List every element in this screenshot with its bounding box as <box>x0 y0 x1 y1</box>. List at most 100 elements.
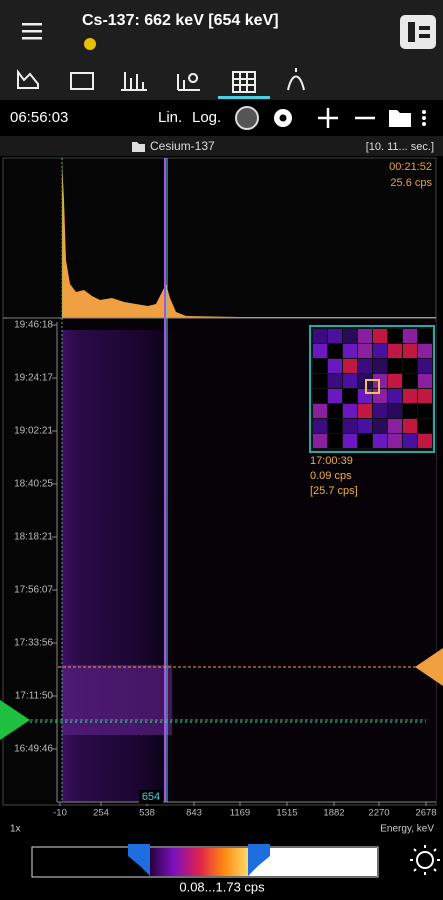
x-tick-label: -10 <box>53 808 67 819</box>
x-tick-label: 254 <box>93 808 109 819</box>
log-button[interactable]: Log. <box>192 109 221 126</box>
inset-cell <box>403 344 417 358</box>
marker-bg <box>139 790 163 804</box>
inset-cell <box>313 359 327 373</box>
inset-cell <box>358 404 372 418</box>
inset-cell <box>313 434 327 448</box>
inset-cell <box>358 344 372 358</box>
tab-table[interactable] <box>70 72 94 90</box>
inset-cell <box>373 329 387 343</box>
inset-cell <box>373 344 387 358</box>
inset-cell <box>328 344 342 358</box>
title: Cs-137: 662 keV [654 keV] <box>82 12 279 29</box>
x-tick-label: 1882 <box>323 808 344 819</box>
record-button[interactable] <box>235 106 259 130</box>
inset-cell <box>403 404 417 418</box>
colorbar-high <box>250 848 377 876</box>
y-tick-label: 18:40:25 <box>14 479 53 490</box>
inset-cell <box>343 389 357 403</box>
inset-cell <box>313 344 327 358</box>
inset-cell <box>313 329 327 343</box>
colorbar-range: 0.08...1.73 cps <box>179 879 265 894</box>
inset-cell <box>388 434 402 448</box>
inset-cell <box>313 419 327 433</box>
y-tick-label: 18:18:21 <box>14 532 53 543</box>
inset-cell <box>358 329 372 343</box>
inset-cell <box>313 374 327 388</box>
clock: 06:56:03 <box>10 109 68 126</box>
inset-cell <box>328 404 342 418</box>
inset-cell <box>358 419 372 433</box>
inset-cell <box>388 359 402 373</box>
y-tick-label: 17:33:56 <box>14 638 53 649</box>
settings-panel-button[interactable] <box>400 15 436 49</box>
rate: 25.6 cps <box>390 177 432 189</box>
inset-cell <box>418 344 432 358</box>
folder-icon <box>132 142 145 152</box>
tab-analysis[interactable] <box>177 73 200 91</box>
inset-cell <box>403 434 417 448</box>
inset-cell <box>343 344 357 358</box>
inset-cell <box>418 389 432 403</box>
inset-cell <box>343 329 357 343</box>
colorbar-high-handle[interactable] <box>248 844 270 876</box>
inset-cell <box>388 419 402 433</box>
lin-button[interactable]: Lin. <box>158 109 182 126</box>
inset-cell <box>358 434 372 448</box>
inset-cell <box>418 434 432 448</box>
inset-cell <box>418 404 432 418</box>
y-tick-label: 19:02:21 <box>14 426 53 437</box>
inset-cell <box>388 344 402 358</box>
x-tick-label: 2678 <box>415 808 436 819</box>
x-tick-label: 2270 <box>368 808 389 819</box>
colorbar-low-handle[interactable] <box>128 844 150 876</box>
inset-cell <box>373 419 387 433</box>
tab-histogram[interactable] <box>121 72 147 91</box>
tab-spectrum[interactable] <box>17 69 39 89</box>
source-name: Cesium-137 <box>150 139 215 153</box>
x-axis-title: Energy, keV <box>380 824 434 835</box>
elapsed: 00:21:52 <box>389 161 432 173</box>
waterfall-hot-band <box>62 665 172 735</box>
inset-cell <box>403 329 417 343</box>
tab-peaks[interactable] <box>287 68 305 91</box>
inset-cell <box>418 374 432 388</box>
interval: [10. 11... sec.] <box>366 141 434 153</box>
info-icon[interactable] <box>84 38 96 50</box>
inset-cell <box>343 359 357 373</box>
app-bar <box>0 0 443 100</box>
inset-cell <box>388 389 402 403</box>
inset-cell <box>328 389 342 403</box>
colorbar-gradient <box>148 848 250 876</box>
inset-cell <box>373 434 387 448</box>
auto-brightness-button[interactable] <box>410 845 440 875</box>
x-tick-label: 538 <box>139 808 155 819</box>
inset-cell <box>328 374 342 388</box>
orange-handle[interactable] <box>415 648 443 686</box>
inset-cell <box>418 359 432 373</box>
y-tick-label: 17:11:50 <box>15 691 54 702</box>
inset-cell <box>358 359 372 373</box>
inset-selection <box>365 379 380 394</box>
inset-cell <box>343 419 357 433</box>
inset-cell <box>418 419 432 433</box>
green-handle[interactable] <box>0 700 30 740</box>
inset-total: [25.7 cps] <box>310 485 358 497</box>
x-tick-label: 1169 <box>230 808 250 819</box>
inset-cell <box>328 359 342 373</box>
inset-cell <box>328 419 342 433</box>
x-tick-label: 843 <box>186 808 202 819</box>
zoom-in-button[interactable] <box>318 108 338 128</box>
marker-label: 654 <box>142 791 160 803</box>
inset-cell <box>388 374 402 388</box>
inset-cell <box>403 419 417 433</box>
inset-cell <box>328 329 342 343</box>
menu-button[interactable] <box>22 23 42 40</box>
tab-waterfall[interactable] <box>232 71 256 93</box>
inset-cell <box>388 329 402 343</box>
inset-cell <box>343 374 357 388</box>
folder-button[interactable] <box>389 110 411 127</box>
inset-cell <box>403 374 417 388</box>
